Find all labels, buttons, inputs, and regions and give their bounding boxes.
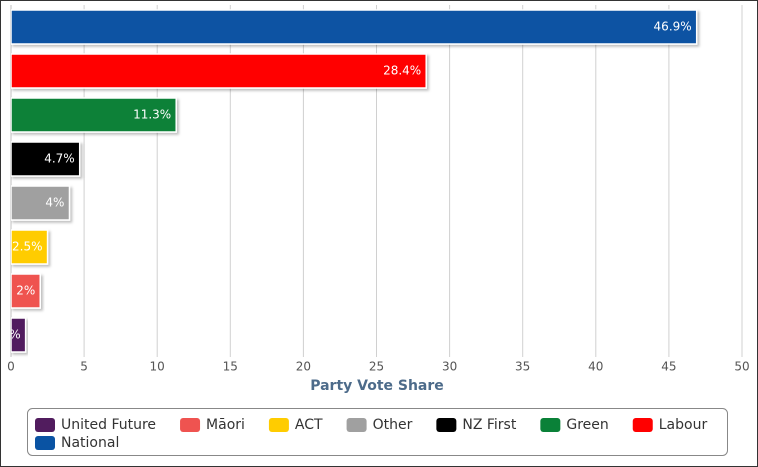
- bar: [11, 9, 698, 45]
- legend-label: United Future: [61, 417, 156, 433]
- bar: [11, 229, 49, 265]
- data-label: 1%: [2, 328, 21, 342]
- x-tick-label: 40: [588, 360, 603, 374]
- bar: [11, 273, 41, 309]
- legend-swatch: [436, 418, 457, 432]
- x-tick-label: 45: [661, 360, 676, 374]
- legend-item[interactable]: Māori: [180, 417, 245, 433]
- legend-swatch: [346, 418, 367, 432]
- legend-swatch: [540, 418, 561, 432]
- legend-item[interactable]: ACT: [268, 417, 323, 433]
- legend-label: Labour: [659, 417, 708, 433]
- legend-item[interactable]: NZ First: [436, 417, 517, 433]
- legend-item[interactable]: Green: [540, 417, 609, 433]
- x-tick-label: 50: [734, 360, 749, 374]
- bar: [11, 141, 81, 177]
- x-tick-label: 0: [7, 360, 15, 374]
- legend-item[interactable]: Other: [346, 417, 413, 433]
- x-tick-label: 15: [223, 360, 238, 374]
- legend-label: ACT: [295, 417, 323, 433]
- x-tick-label: 35: [515, 360, 530, 374]
- legend-swatch: [268, 418, 289, 432]
- x-tick-label: 20: [296, 360, 311, 374]
- data-label: 4%: [45, 196, 64, 210]
- data-label: 46.9%: [654, 20, 692, 34]
- bar: [11, 53, 427, 89]
- legend-label: National: [61, 435, 119, 451]
- data-label: 11.3%: [133, 108, 171, 122]
- data-label: 28.4%: [383, 64, 421, 78]
- legend-swatch: [180, 418, 201, 432]
- x-axis-title: Party Vote Share: [310, 378, 444, 394]
- legend-swatch: [35, 436, 55, 450]
- plot: 1% 2% 2.5% 4% 4.7% 11.3% 28.4% 46.9%: [2, 9, 698, 353]
- x-tick-label: 10: [150, 360, 165, 374]
- legend: United Future Māori ACT Other NZ First Green L…: [35, 417, 707, 451]
- legend-label: Green: [566, 417, 608, 433]
- data-label: 2%: [16, 284, 35, 298]
- legend-item[interactable]: National: [35, 435, 119, 451]
- x-tick-label: 30: [442, 360, 457, 374]
- legend-label: NZ First: [462, 417, 516, 433]
- bar: [11, 185, 71, 221]
- legend-swatch: [632, 418, 653, 432]
- legend-label: Māori: [206, 417, 245, 433]
- legend-swatch: [35, 418, 55, 432]
- bar: [11, 317, 27, 353]
- legend-item[interactable]: United Future: [35, 417, 156, 433]
- x-tick-label: 5: [80, 360, 88, 374]
- legend-label: Other: [373, 417, 413, 433]
- bar: [11, 97, 177, 133]
- x-tick-label: 25: [369, 360, 384, 374]
- data-label: 4.7%: [44, 152, 75, 166]
- legend-item[interactable]: Labour: [632, 417, 708, 433]
- data-label: 2.5%: [12, 240, 43, 254]
